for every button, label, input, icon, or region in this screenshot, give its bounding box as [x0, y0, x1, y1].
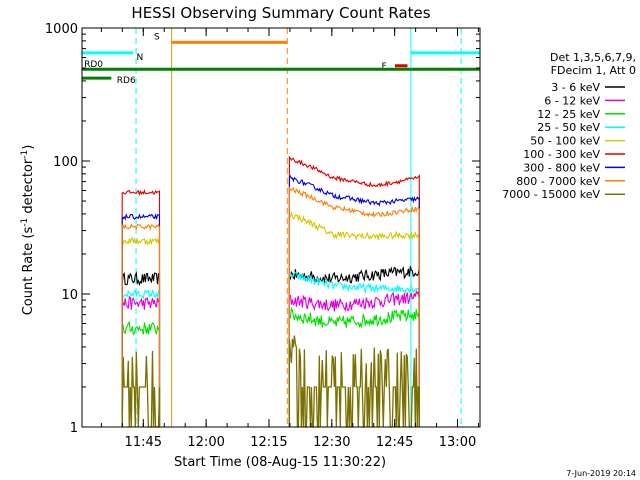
x-tick-label: 13:00	[439, 435, 476, 450]
series-line	[288, 335, 420, 428]
series-300-800kev	[121, 174, 420, 427]
x-tick-label: 12:45	[376, 435, 413, 450]
series-line	[121, 188, 161, 427]
series-6-12kev	[121, 289, 420, 427]
legend-label: 25 - 50 keV	[537, 121, 600, 134]
flag-label: RD6	[117, 76, 136, 86]
flag-label: F	[382, 62, 387, 72]
x-tick-label: 11:45	[125, 435, 162, 450]
series-line	[288, 272, 420, 427]
y-tick-label: 1	[70, 421, 78, 436]
x-tick-label: 12:30	[313, 435, 350, 450]
series-25-50kev	[121, 272, 420, 427]
plot-frame	[81, 27, 481, 428]
series-line	[121, 213, 161, 427]
series-line	[288, 211, 420, 427]
x-axis-title: Start Time (08-Aug-15 11:30:22)	[174, 455, 386, 470]
series-line	[288, 185, 420, 427]
series-line	[121, 320, 161, 427]
legend-label: 800 - 7000 keV	[516, 175, 600, 188]
series-line	[121, 295, 161, 427]
y-axis-title-part: detector	[21, 158, 36, 218]
y-tick-label: 10	[61, 288, 78, 303]
y-axis-title-part: Count Rate (s	[21, 227, 36, 316]
flag-label: S	[154, 32, 160, 42]
legend-label: 3 - 6 keV	[551, 81, 600, 94]
series-line	[288, 289, 420, 427]
y-axis-title-superscript: -1	[20, 150, 30, 159]
legend-label: 7000 - 15000 keV	[502, 188, 600, 201]
legend-label: 100 - 300 keV	[523, 148, 600, 161]
y-tick-label: 1000	[45, 22, 78, 37]
series-800-7000kev	[121, 185, 420, 427]
series-12-25kev	[121, 306, 420, 427]
plot-area: N S F RD0 RD6	[82, 28, 480, 428]
series-50-100kev	[121, 211, 420, 427]
axes: 1 10 100 1000 11:45 12:00 12:15 12:30 12:45 13:00	[45, 22, 480, 450]
y-axis-title: Count Rate (s-1 detector-1)	[20, 145, 36, 316]
series-line	[288, 306, 420, 427]
y-tick-label: 100	[53, 155, 78, 170]
series-line	[121, 350, 161, 428]
chart-title: HESSI Observing Summary Count Rates	[131, 4, 430, 22]
flag-label: RD0	[84, 60, 103, 70]
legend-label: 6 - 12 keV	[544, 94, 600, 107]
legend-label: 300 - 800 keV	[523, 161, 600, 174]
legend-label: 50 - 100 keV	[530, 135, 600, 148]
series-line	[121, 288, 161, 427]
legend-label: 12 - 25 keV	[537, 108, 600, 121]
series-line	[288, 174, 420, 427]
series-7000-15000kev	[121, 335, 420, 428]
legend-header: FDecim 1, Att 0	[551, 64, 636, 77]
x-tick-label: 12:15	[250, 435, 287, 450]
series-line	[121, 236, 161, 427]
series-line	[288, 155, 420, 427]
legend: Det 1,3,5,6,7,9,FDecim 1, Att 0 3 - 6 keV…	[502, 51, 636, 201]
x-tick-label: 12:00	[187, 435, 224, 450]
y-axis-title-superscript: -1	[20, 218, 30, 227]
series-100-300kev	[121, 155, 420, 427]
flag-label: N	[136, 53, 143, 63]
footer-timestamp: 7-Jun-2019 20:14	[566, 469, 636, 478]
series-line	[121, 223, 161, 427]
series-line	[121, 271, 161, 427]
y-axis-title-part: )	[21, 145, 36, 150]
legend-header: Det 1,3,5,6,7,9,	[550, 51, 636, 64]
